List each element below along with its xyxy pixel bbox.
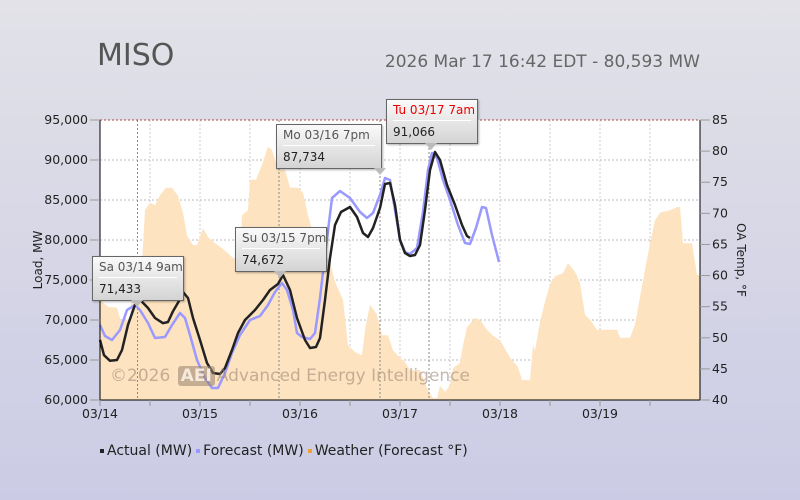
y2-tick-label: 75 bbox=[712, 174, 728, 189]
y2-tick-label: 50 bbox=[712, 330, 728, 345]
y2-tick-label: 70 bbox=[712, 205, 728, 220]
legend-forecast[interactable]: Forecast (MW) bbox=[196, 443, 304, 459]
forecast-line bbox=[98, 151, 501, 390]
y2-tick-label: 55 bbox=[712, 299, 728, 314]
legend-weather[interactable]: Weather (Forecast °F) bbox=[307, 443, 468, 459]
y2-axis-label: OA Temp, °F bbox=[734, 223, 748, 297]
y-tick-label: 70,000 bbox=[44, 312, 88, 327]
y-tick-label: 75,000 bbox=[44, 272, 88, 287]
watermark: ©2026 AEI Advanced Energy Intelligence bbox=[110, 366, 470, 386]
y2-tick-label: 40 bbox=[712, 392, 728, 407]
actual-line bbox=[98, 150, 471, 376]
x-tick-label: 03/14 bbox=[82, 406, 118, 421]
x-tick-label: 03/18 bbox=[482, 406, 518, 421]
y2-tick-label: 85 bbox=[712, 112, 728, 127]
x-tick-label: 03/19 bbox=[582, 406, 618, 421]
tooltip: Su 03/15 7pm 74,672 bbox=[235, 227, 327, 278]
legend: Actual (MW) Forecast (MW) Weather (Forec… bbox=[100, 443, 468, 459]
y2-tick-label: 60 bbox=[712, 268, 728, 283]
y2-tick-label: 80 bbox=[712, 143, 728, 158]
tooltip: Sa 03/14 9am 71,433 bbox=[92, 256, 184, 307]
weather-area bbox=[100, 146, 700, 400]
y2-tick-label: 45 bbox=[712, 361, 728, 376]
weather-swatch-icon bbox=[307, 449, 312, 453]
tooltip: Mo 03/16 7pm 87,734 bbox=[276, 124, 386, 175]
y-tick-label: 60,000 bbox=[44, 392, 88, 407]
x-tick-label: 03/16 bbox=[282, 406, 318, 421]
legend-actual[interactable]: Actual (MW) bbox=[100, 443, 192, 459]
aei-logo: AEI bbox=[177, 366, 215, 386]
tooltip-current-peak: Tu 03/17 7am 91,066 bbox=[386, 99, 478, 150]
x-tick-label: 03/17 bbox=[382, 406, 418, 421]
page-title: MISO bbox=[97, 38, 175, 73]
status-readout: 2026 Mar 17 16:42 EDT - 80,593 MW bbox=[384, 52, 700, 72]
y-tick-label: 85,000 bbox=[44, 192, 88, 207]
y-tick-label: 95,000 bbox=[44, 112, 88, 127]
y-axis-label: Load, MW bbox=[31, 231, 45, 290]
forecast-swatch-icon bbox=[196, 449, 201, 453]
actual-swatch-icon bbox=[100, 449, 104, 453]
y-tick-label: 80,000 bbox=[44, 232, 88, 247]
y-tick-label: 65,000 bbox=[44, 352, 88, 367]
x-tick-label: 03/15 bbox=[182, 406, 218, 421]
y-tick-label: 90,000 bbox=[44, 152, 88, 167]
y2-tick-label: 65 bbox=[712, 236, 728, 251]
